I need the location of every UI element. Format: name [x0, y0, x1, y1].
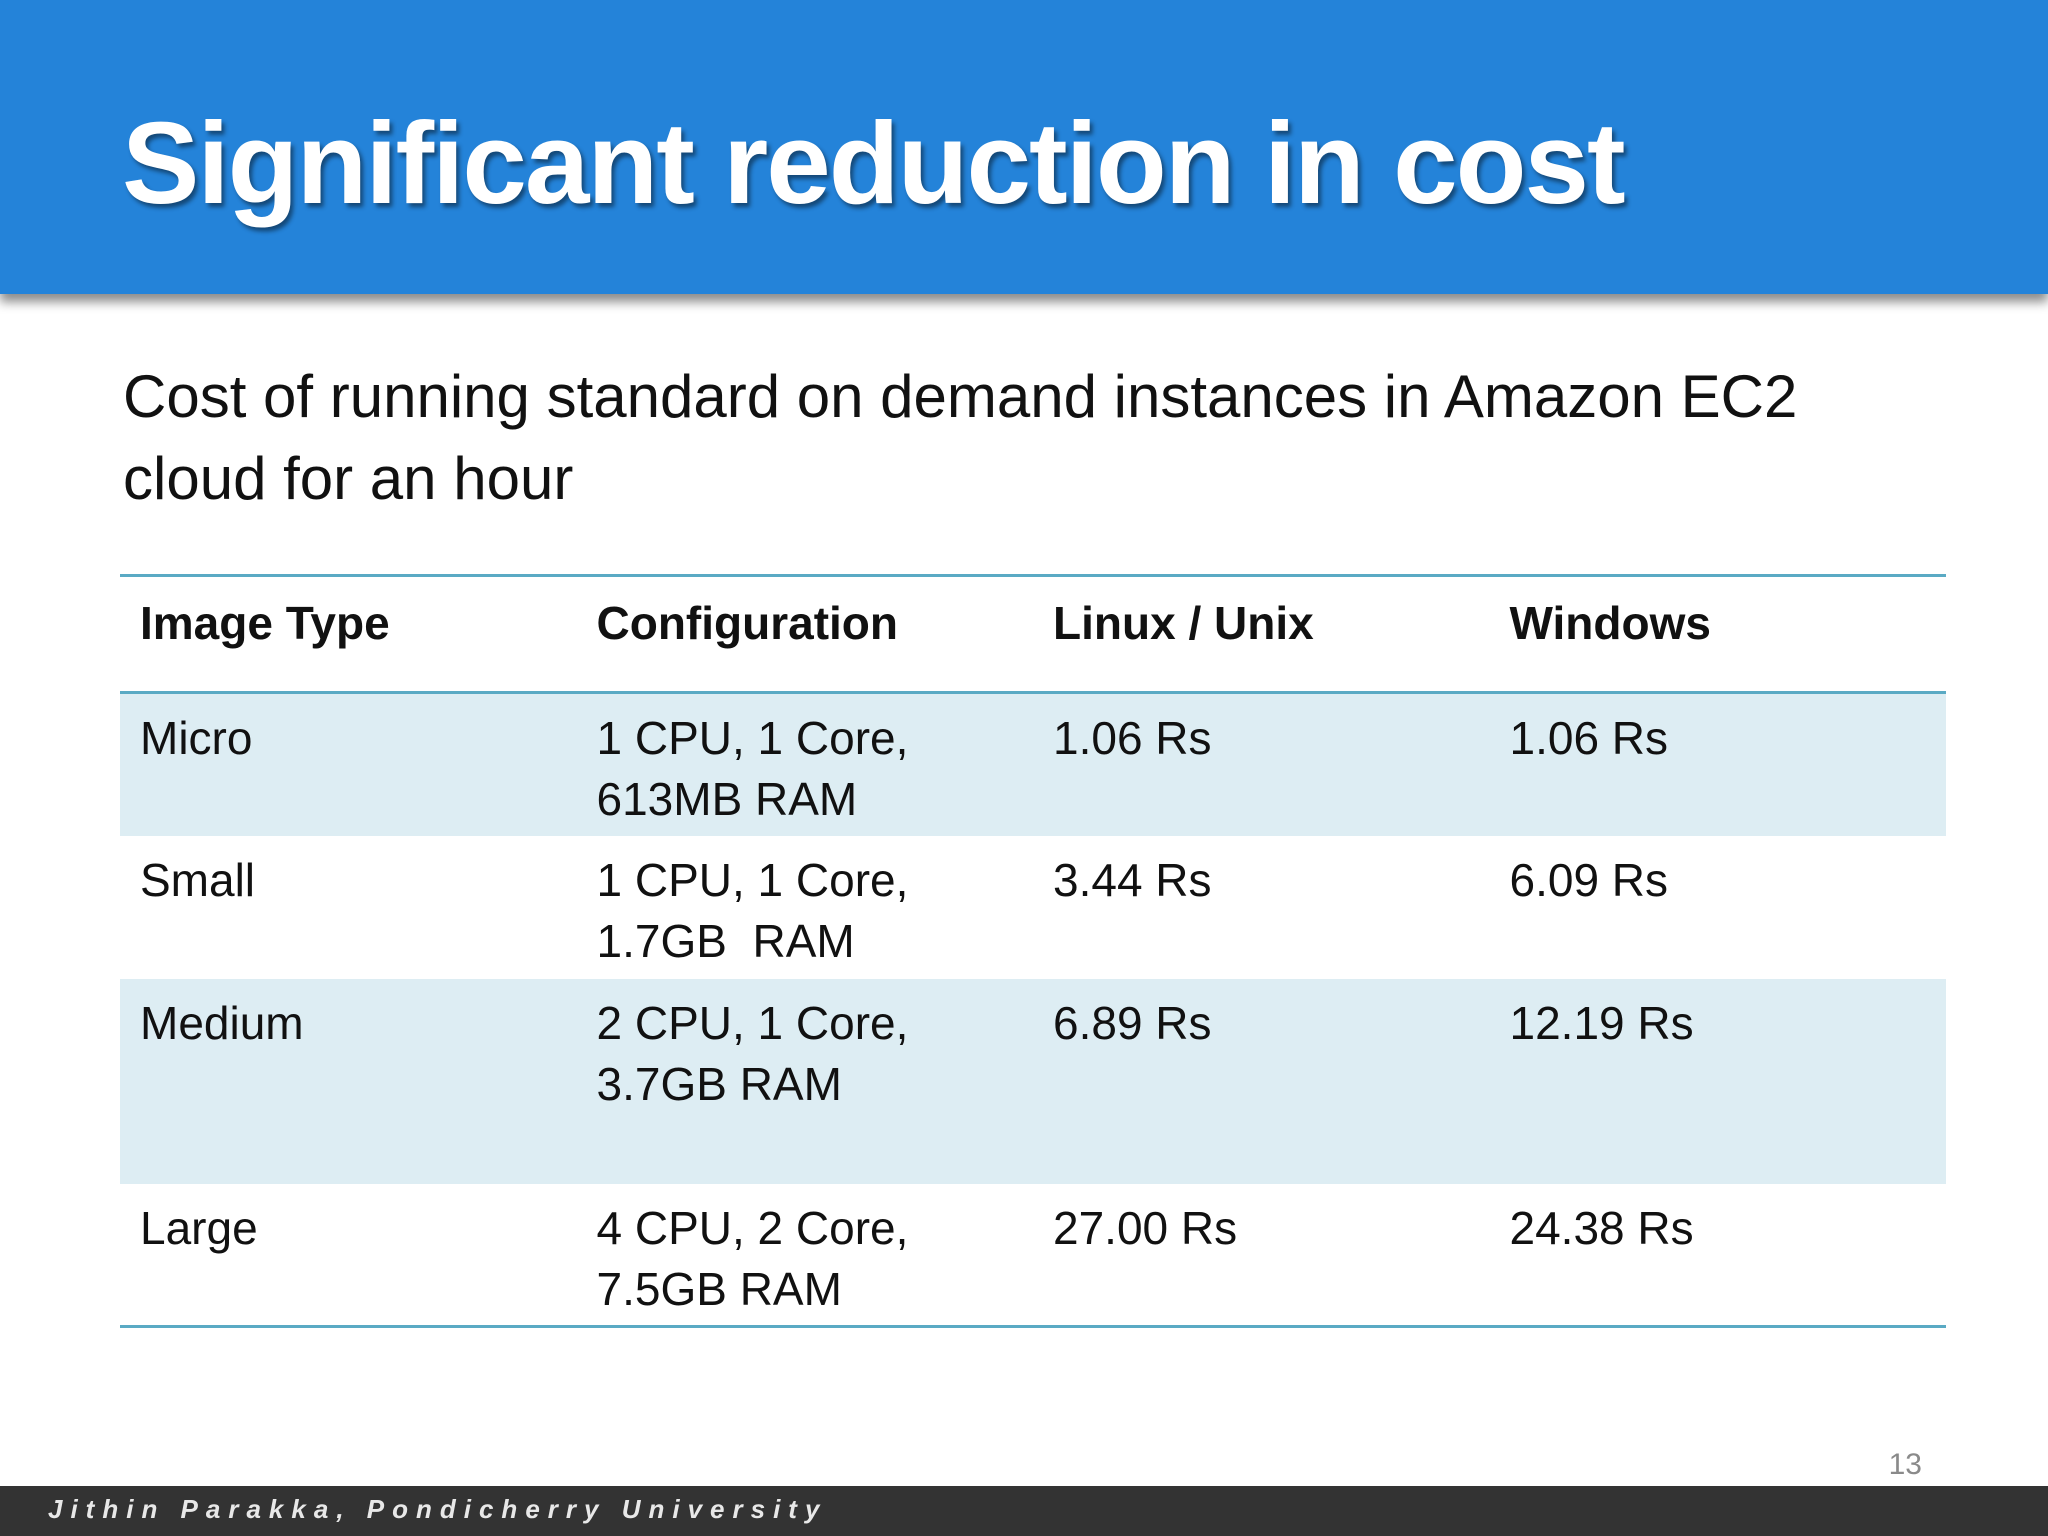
cell-configuration: 4 CPU, 2 Core, 7.5GB RAM — [577, 1184, 1034, 1327]
cell-image-type: Micro — [140, 712, 253, 764]
cell-linux-cost: 1.06 Rs — [1053, 712, 1212, 764]
cell-windows-cost: 6.09 Rs — [1509, 853, 1669, 906]
header-configuration: Configuration — [596, 597, 899, 649]
config-line: 3.7GB RAM — [596, 1057, 842, 1110]
title-bar: Significant reduction in cost — [0, 0, 2048, 294]
table-row: Micro 1 CPU, 1 Core, 613MB RAM 1.06 Rs 1… — [120, 692, 1946, 836]
table-header-row: Image Type Configuration Linux / Unix Wi… — [120, 575, 1946, 693]
config-line: 2 CPU, 1 Core, — [596, 996, 909, 1049]
header-linux-unix: Linux / Unix — [1053, 597, 1314, 649]
cell-linux-cost: 3.44 Rs — [1053, 853, 1212, 906]
cell-windows-cost: 1.06 Rs — [1509, 712, 1669, 764]
table-row: Medium 2 CPU, 1 Core, 3.7GB RAM 6.89 Rs … — [120, 978, 1946, 1184]
config-line: 1.7GB RAM — [596, 914, 855, 967]
cell-windows-cost: 12.19 Rs — [1509, 996, 1694, 1049]
cell-image-type: Small — [140, 853, 256, 906]
config-line: 613MB RAM — [596, 773, 858, 825]
cell-configuration: 1 CPU, 1 Core, 1.7GB RAM — [577, 836, 1034, 979]
cell-linux-cost: 6.89 Rs — [1053, 996, 1212, 1049]
cell-configuration: 2 CPU, 1 Core, 3.7GB RAM — [577, 979, 1034, 1184]
page-number: 13 — [1888, 1448, 1922, 1481]
cell-image-type: Medium — [140, 996, 304, 1049]
footer-author: Jithin Parakka, Pondicherry University — [48, 1494, 828, 1524]
config-line: 4 CPU, 2 Core, — [596, 1201, 909, 1254]
table-row: Large 4 CPU, 2 Core, 7.5GB RAM 27.00 Rs … — [120, 1184, 1946, 1327]
cell-image-type: Large — [140, 1201, 258, 1254]
footer-bar: Jithin Parakka, Pondicherry University — [0, 1486, 2048, 1536]
config-line: 1 CPU, 1 Core, — [596, 712, 909, 764]
config-line: 7.5GB RAM — [596, 1262, 842, 1315]
header-image-type: Image Type — [140, 597, 390, 649]
cell-linux-cost: 27.00 Rs — [1053, 1201, 1238, 1254]
table-row: Small 1 CPU, 1 Core, 1.7GB RAM 3.44 Rs 6… — [120, 836, 1946, 979]
config-line: 1 CPU, 1 Core, — [596, 853, 909, 906]
slide-subtitle: Cost of running standard on demand insta… — [123, 363, 1798, 512]
cell-configuration: 1 CPU, 1 Core, 613MB RAM — [577, 693, 1034, 836]
slide-title: Significant reduction in cost — [122, 98, 1626, 228]
cell-windows-cost: 24.38 Rs — [1509, 1201, 1694, 1254]
header-windows: Windows — [1509, 597, 1711, 649]
cost-table: Image Type Configuration Linux / Unix Wi… — [120, 574, 1946, 1328]
